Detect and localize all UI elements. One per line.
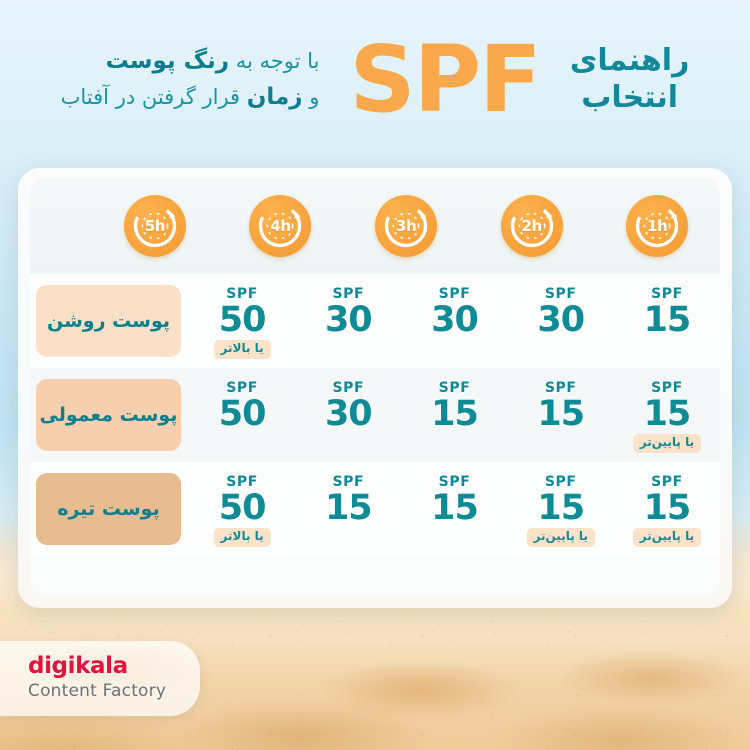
spf-label: SPF — [438, 286, 471, 303]
spf-cell: SPF 15 یا پایین‌تر — [614, 471, 720, 547]
spf-label: SPF — [332, 286, 365, 303]
spf-label: SPF — [438, 474, 471, 491]
spf-value: 50 — [218, 299, 267, 340]
subtitle-line2-suffix: قرار گرفتن در آفتاب — [60, 85, 247, 109]
spf-cell: SPF 50 — [189, 377, 295, 452]
row-cells: SPF 50 یا بالاتر SPF 30 SPF 30 SPF 30 — [189, 283, 720, 359]
spf-value: 50 — [218, 487, 267, 528]
duration-label: 2h — [521, 217, 542, 235]
spf-note: یا پایین‌تر — [632, 528, 702, 547]
clock-arrow-icon: 3h — [375, 195, 438, 257]
spf-table: 5h 4h — [30, 178, 720, 596]
subtitle: با توجه به رنگ پوست و زمان قرار گرفتن در… — [61, 44, 320, 115]
clock-arrow-icon: 1h — [626, 195, 689, 257]
duration-cell-3: 2h — [469, 195, 595, 257]
spf-cell: SPF 30 — [401, 283, 507, 358]
page-title-line2: انتخاب — [581, 80, 679, 115]
spf-value: 30 — [537, 299, 585, 340]
brand-tagline: Content Factory — [28, 680, 167, 701]
spf-cell: SPF 15 — [401, 471, 507, 546]
header: راهنمای انتخاب SPF با توجه به رنگ پوست و… — [0, 0, 750, 160]
spf-cell: SPF 30 — [508, 283, 614, 358]
spf-value: 15 — [643, 299, 692, 340]
spf-value: 15 — [537, 393, 585, 434]
table-row: پوست تیره SPF 50 یا بالاتر SPF 15 SPF 15 — [30, 462, 720, 556]
spf-value: 30 — [324, 299, 373, 340]
spf-cell: SPF 15 یا پایین‌تر — [508, 471, 614, 547]
table-row: پوست روشن SPF 50 یا بالاتر SPF 30 SPF 30 — [30, 274, 720, 368]
spf-label: SPF — [651, 286, 683, 303]
duration-header-row: 5h 4h — [30, 178, 720, 274]
spf-label: SPF — [651, 474, 683, 491]
skin-tone-swatch-dark: پوست تیره — [36, 473, 181, 545]
spf-note: یا بالاتر — [213, 340, 271, 359]
subtitle-line2-emphasis: زمان — [246, 84, 303, 110]
spf-value: 30 — [324, 393, 373, 434]
subtitle-line2-prefix: و — [302, 85, 320, 109]
spf-logo: SPF — [349, 26, 542, 133]
spf-label: SPF — [544, 474, 577, 491]
spf-note: یا بالاتر — [213, 528, 271, 547]
page-title-line1: راهنمای — [569, 43, 690, 79]
subtitle-line2: و زمان قرار گرفتن در آفتاب — [61, 80, 320, 116]
duration-label: 1h — [647, 217, 668, 235]
spf-note: یا پایین‌تر — [526, 528, 595, 547]
spf-cell: SPF 30 — [295, 377, 401, 452]
clock-arrow-icon: 5h — [123, 195, 186, 257]
spf-value: 15 — [537, 487, 585, 528]
spf-label: SPF — [651, 380, 683, 397]
skin-tone-swatch-normal: پوست معمولی — [36, 379, 181, 451]
subtitle-line1-plain: با توجه به — [229, 49, 320, 74]
duration-label: 3h — [395, 217, 417, 235]
duration-label: 5h — [144, 217, 166, 235]
duration-cell-2: 3h — [343, 195, 469, 257]
spf-guide-card: 5h 4h — [18, 168, 732, 608]
spf-label: SPF — [332, 380, 365, 397]
page-title: راهنمای انتخاب — [569, 43, 690, 116]
spf-cell: SPF 15 — [508, 377, 614, 452]
spf-label: SPF — [226, 474, 258, 491]
duration-label: 4h — [270, 217, 291, 235]
table-row: پوست معمولی SPF 50 SPF 30 SPF 15 — [30, 368, 720, 462]
spf-label: SPF — [332, 474, 365, 491]
spf-cell: SPF 15 — [401, 377, 507, 452]
spf-label: SPF — [226, 286, 258, 303]
spf-value: 15 — [324, 487, 373, 528]
spf-value: 15 — [431, 393, 479, 434]
clock-arrow-icon: 4h — [249, 195, 312, 257]
clock-arrow-icon: 2h — [500, 195, 563, 257]
brand-badge: digikala Content Factory — [0, 641, 201, 716]
spf-cell: SPF 15 یا پایین‌تر — [614, 377, 720, 453]
spf-label: SPF — [226, 380, 258, 397]
spf-label: SPF — [544, 380, 577, 397]
spf-cell: SPF 30 — [295, 283, 401, 358]
subtitle-line1: با توجه به رنگ پوست — [61, 44, 320, 80]
spf-value: 15 — [643, 487, 692, 528]
duration-cell-1: 4h — [218, 195, 344, 257]
brand-name: digikala — [28, 653, 128, 680]
spf-label: SPF — [544, 286, 577, 303]
spf-note: یا پایین‌تر — [632, 434, 702, 453]
spf-value: 15 — [431, 487, 479, 528]
spf-cell: SPF 15 — [295, 471, 401, 546]
row-cells: SPF 50 SPF 30 SPF 15 SPF 15 — [189, 377, 720, 453]
spf-cell: SPF 15 — [614, 283, 720, 358]
spf-cell: SPF 50 یا بالاتر — [189, 283, 295, 359]
duration-cell-0: 5h — [92, 195, 218, 257]
spf-label: SPF — [438, 380, 471, 397]
row-cells: SPF 50 یا بالاتر SPF 15 SPF 15 SPF 15 — [189, 471, 720, 547]
subtitle-line1-emphasis: رنگ پوست — [105, 48, 230, 75]
spf-value: 30 — [431, 299, 479, 340]
spf-value: 15 — [643, 393, 692, 434]
skin-tone-swatch-light: پوست روشن — [36, 285, 181, 357]
spf-cell: SPF 50 یا بالاتر — [189, 471, 295, 547]
spf-value: 50 — [218, 393, 267, 434]
duration-cell-4: 1h — [594, 195, 720, 257]
